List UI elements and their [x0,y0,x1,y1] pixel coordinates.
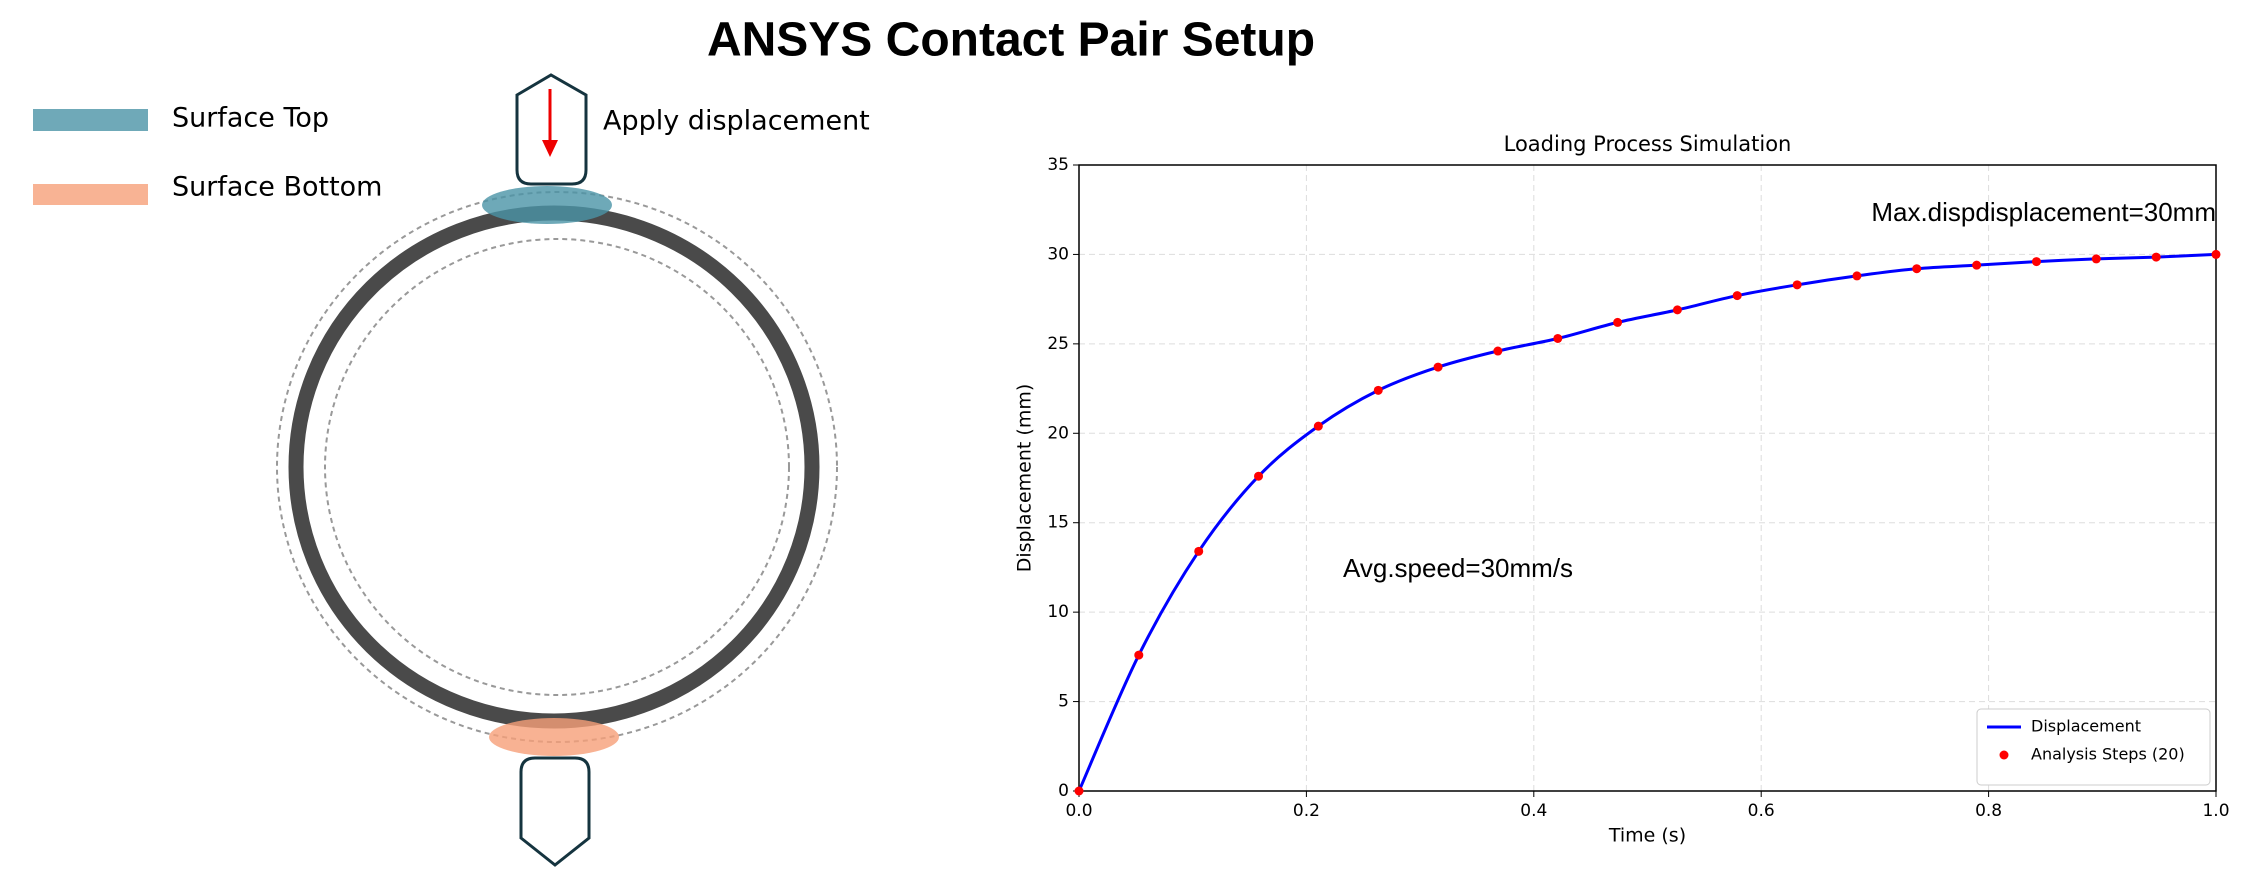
x-axis-label: Time (s) [1608,825,1686,847]
y-tick-label: 25 [1047,334,1069,354]
data-point [2031,257,2041,267]
legend-marker [1999,750,2009,760]
data-point [1613,317,1623,327]
annotation: Avg.speed=30mm/s [1343,553,1573,583]
bottom-indenter [519,756,591,867]
legend-label: Surface Bottom [172,172,382,203]
x-tick-label: 0.0 [1065,801,1092,821]
y-axis-label: Displacement (mm) [1014,384,1036,573]
legend-swatch [33,184,148,205]
data-point [1313,421,1323,431]
displacement-label: Apply displacement [603,106,870,137]
annotation: Max.dispdisplacement=30mm [1871,197,2216,227]
x-tick-label: 0.2 [1293,801,1320,821]
data-point [1194,546,1204,556]
data-point [1493,346,1503,356]
chart: 0 5 10 15 20 25 30 35 0.0 0.2 0.4 0.6 0.8 1.0 Loading … [1014,132,2230,847]
data-point [2151,252,2161,262]
x-tick-label: 1.0 [2202,801,2229,821]
legend-label: Displacement [2031,717,2141,736]
legend-swatch [33,109,148,131]
data-point [1852,271,1862,281]
y-tick-label: 35 [1047,155,1069,175]
data-point [1912,264,1922,274]
y-tick-label: 10 [1047,602,1069,622]
inner-dashed-circle [324,238,790,696]
x-tick-label: 0.8 [1975,801,2002,821]
main-title: ANSYS Contact Pair Setup [707,14,1315,67]
outer-dashed-circle [276,191,838,743]
plot-frame [1078,164,2217,792]
chart-title: Loading Process Simulation [1504,132,1792,156]
data-point [1792,280,1802,290]
legend-box [1976,708,2211,786]
data-point [1553,333,1563,343]
data-point [2091,254,2101,264]
surface-bottom [489,718,619,756]
ring [288,205,820,729]
x-tick-label: 0.6 [1748,801,1775,821]
x-tick-label: 0.4 [1520,801,1547,821]
y-tick-label: 15 [1047,513,1069,533]
data-point [1134,650,1144,660]
data-point [1373,385,1383,395]
data-point [1254,471,1264,481]
data-point [1074,786,1084,796]
legend-label: Analysis Steps (20) [2031,745,2185,764]
arrow-head [542,140,558,157]
surface-top [482,186,612,224]
y-tick-label: 20 [1047,423,1069,443]
y-tick-label: 5 [1058,692,1069,712]
y-tick-label: 30 [1047,244,1069,264]
data-point [1972,260,1982,270]
legend-label: Surface Top [172,103,329,134]
data-point [1732,291,1742,301]
data-point [1672,305,1682,315]
data-point [1433,362,1443,372]
y-tick-label: 0 [1058,781,1069,801]
data-point [2211,249,2221,259]
